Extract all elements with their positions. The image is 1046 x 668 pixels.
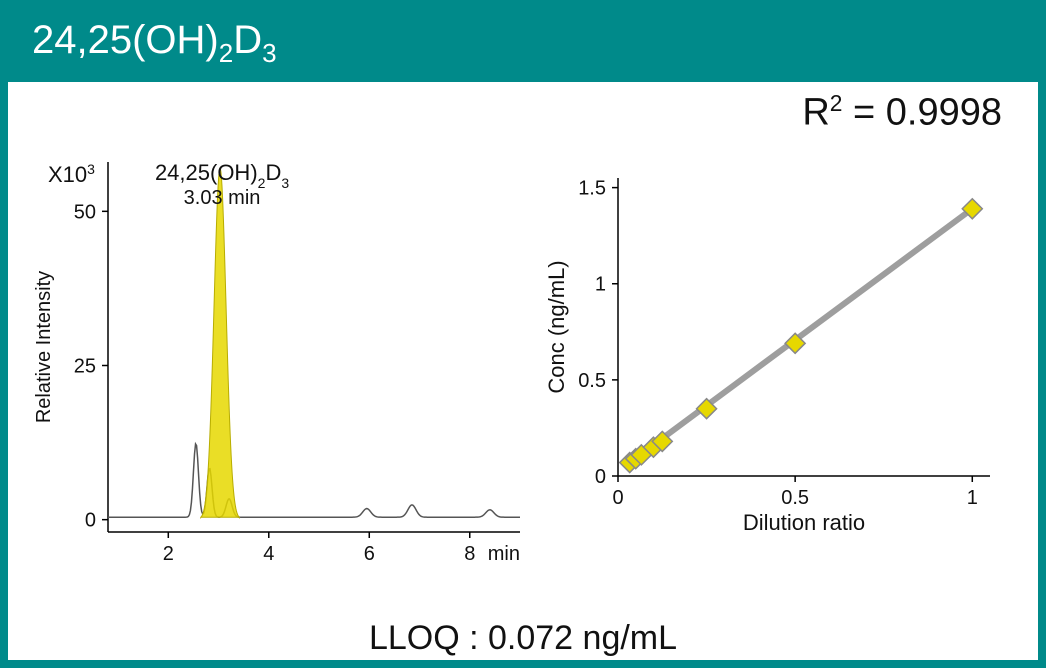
- svg-text:1: 1: [967, 487, 978, 509]
- linearity-panel: 0 0.5 1 1.5 0 0.5 1 Dilution ratio Conc (ng/mL): [538, 162, 1008, 542]
- r2-value: 0.9998: [886, 91, 1002, 133]
- svg-text:25: 25: [74, 355, 96, 377]
- r2-prefix: R: [802, 91, 829, 133]
- r2-sup: 2: [830, 90, 843, 116]
- card: 24,25(OH)2D3 R2 = 0.9998 X103025502468mi…: [0, 0, 1046, 668]
- svg-text:Relative Intensity: Relative Intensity: [33, 270, 55, 422]
- lloq-label: LLOQ : 0.072 ng/mL: [8, 619, 1038, 658]
- svg-text:0: 0: [612, 487, 623, 509]
- svg-text:0: 0: [595, 466, 606, 488]
- svg-text:0: 0: [85, 509, 96, 531]
- content-area: R2 = 0.9998 X103025502468minRelative Int…: [8, 82, 1038, 664]
- svg-text:1.5: 1.5: [578, 177, 606, 199]
- svg-text:Conc (ng/mL): Conc (ng/mL): [544, 260, 569, 393]
- svg-text:1: 1: [595, 273, 606, 295]
- svg-text:X103: X103: [48, 161, 95, 187]
- r-squared-label: R2 = 0.9998: [802, 90, 1002, 135]
- svg-text:50: 50: [74, 201, 96, 223]
- compound-title: 24,25(OH)2D3: [32, 18, 277, 62]
- title-bar: 24,25(OH)2D3: [8, 8, 1038, 82]
- chromatogram-svg: X103025502468minRelative Intensity24,25(…: [20, 142, 540, 582]
- svg-text:min: min: [488, 543, 520, 565]
- svg-text:8: 8: [464, 543, 475, 565]
- svg-text:6: 6: [364, 543, 375, 565]
- svg-text:Dilution ratio: Dilution ratio: [743, 510, 865, 535]
- svg-text:2: 2: [163, 543, 174, 565]
- chromatogram-panel: X103025502468minRelative Intensity24,25(…: [20, 142, 540, 582]
- svg-text:4: 4: [263, 543, 274, 565]
- svg-text:0.5: 0.5: [781, 487, 809, 509]
- linearity-svg: 0 0.5 1 1.5 0 0.5 1 Dilution ratio Conc (ng/mL): [538, 162, 1008, 542]
- svg-text:0.5: 0.5: [578, 369, 606, 391]
- svg-text:3.03 min: 3.03 min: [184, 187, 261, 209]
- r2-eq: =: [842, 91, 885, 133]
